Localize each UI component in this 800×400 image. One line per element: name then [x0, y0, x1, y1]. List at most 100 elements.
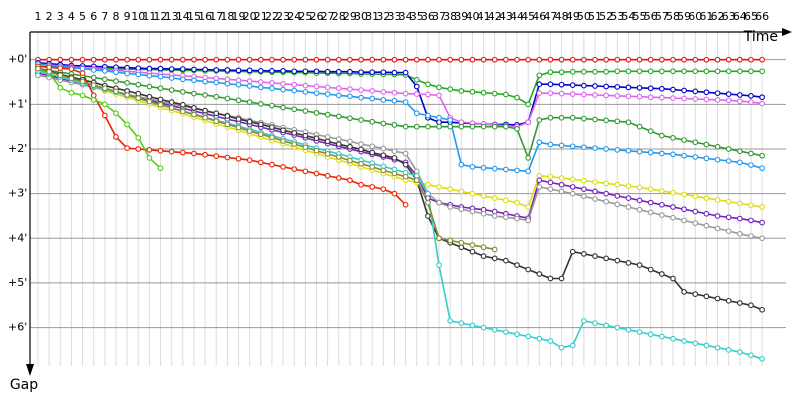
data-point [425, 56, 431, 63]
data-point [179, 56, 186, 63]
data-point [592, 68, 598, 75]
data-point [480, 324, 487, 331]
data-point [280, 127, 286, 134]
data-point [525, 204, 532, 210]
data-point [280, 67, 286, 74]
x-tick-label: 33 [387, 10, 401, 23]
data-point [246, 78, 253, 84]
data-point [569, 176, 576, 183]
data-point [436, 262, 442, 268]
data-point [636, 197, 643, 204]
data-point [703, 56, 710, 63]
data-point [692, 68, 699, 75]
data-point [246, 118, 253, 125]
data-point [647, 331, 654, 338]
data-point [124, 80, 130, 86]
data-point [647, 186, 654, 193]
data-point [135, 95, 142, 101]
data-point [714, 344, 721, 351]
data-point [670, 275, 676, 282]
data-point [670, 335, 676, 342]
x-tick-label: 60 [688, 10, 702, 23]
data-point [135, 134, 142, 141]
x-tick-label: 43 [499, 10, 513, 23]
data-point [725, 91, 732, 97]
data-point [581, 318, 587, 324]
data-point [425, 123, 431, 130]
data-point [135, 56, 142, 63]
x-tick-label: 42 [488, 10, 502, 23]
data-point [681, 152, 687, 159]
data-point [246, 128, 253, 134]
data-point [380, 152, 387, 159]
data-point [380, 186, 387, 193]
data-point [603, 322, 609, 329]
data-point [625, 195, 632, 201]
data-point [536, 177, 543, 184]
data-point [380, 69, 387, 76]
data-point [558, 188, 565, 195]
x-tick-label: 15 [187, 10, 201, 23]
data-point [358, 69, 364, 76]
data-point [347, 157, 353, 164]
x-tick-label: 21 [254, 10, 268, 23]
data-point [703, 293, 710, 300]
data-point [603, 68, 609, 75]
x-tick-label: 38 [443, 10, 457, 23]
x-tick-label: 27 [321, 10, 335, 23]
data-point [491, 195, 498, 201]
data-point [335, 113, 342, 120]
data-point [425, 91, 431, 98]
data-point [525, 217, 532, 224]
data-point [447, 204, 454, 210]
data-point [569, 82, 576, 88]
data-point [235, 124, 242, 131]
data-point [257, 121, 264, 128]
data-point [358, 87, 364, 93]
data-point [514, 215, 520, 222]
data-point [670, 214, 676, 221]
data-point [191, 111, 197, 118]
x-tick-label: 46 [532, 10, 546, 23]
data-point [458, 206, 465, 213]
data-point [157, 56, 164, 63]
data-point [213, 153, 220, 159]
data-point [547, 173, 554, 180]
data-point [168, 75, 175, 81]
data-point [759, 219, 765, 226]
data-point [536, 81, 543, 88]
data-point [592, 253, 598, 259]
data-point [469, 163, 476, 170]
data-point [658, 333, 665, 340]
data-point [658, 212, 665, 218]
y-tick-label: +3' [8, 187, 27, 200]
data-point [681, 137, 687, 143]
data-point [592, 188, 598, 195]
data-point [413, 123, 420, 130]
data-point [402, 150, 409, 157]
data-point [202, 151, 208, 158]
data-point [402, 201, 409, 208]
data-point [402, 69, 409, 76]
data-point [425, 195, 431, 201]
data-point [647, 149, 654, 156]
x-tick-label: 35 [410, 10, 424, 23]
data-point [592, 92, 598, 98]
data-point [425, 181, 431, 188]
data-point [302, 132, 309, 139]
data-point [235, 67, 242, 74]
x-tick-label: 23 [276, 10, 290, 23]
data-point [224, 56, 231, 63]
data-point [269, 67, 275, 74]
x-tick-label: 56 [644, 10, 658, 23]
data-point [335, 141, 342, 147]
data-point [413, 110, 420, 117]
data-point [658, 201, 665, 208]
data-point [436, 199, 442, 206]
data-point [658, 94, 665, 101]
data-point [447, 117, 454, 123]
data-point [547, 179, 554, 186]
y-tick-label: +2' [8, 142, 27, 155]
data-point [257, 56, 264, 63]
